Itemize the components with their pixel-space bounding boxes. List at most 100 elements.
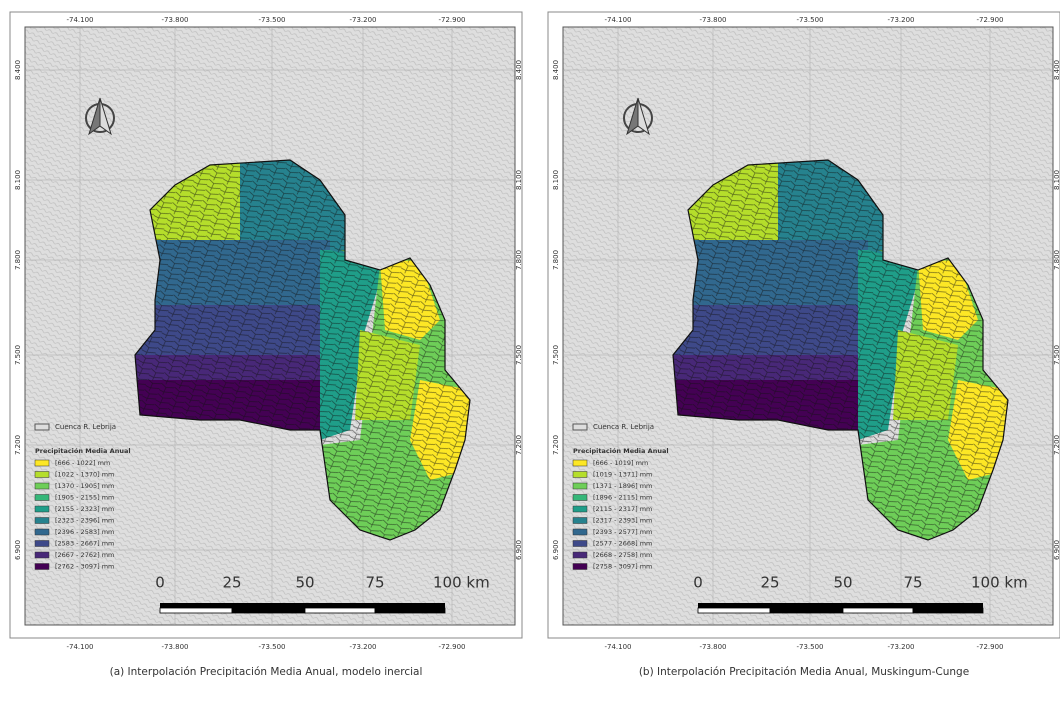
coord-label-right: 7.500: [1053, 345, 1060, 365]
scale-segment: [770, 603, 843, 608]
legend-label: [2323 - 2396] mm: [55, 517, 114, 525]
caption: (a) Interpolación Precipitación Media An…: [110, 666, 423, 678]
legend-swatch: [35, 483, 49, 489]
legend-label: [1370 - 1905] mm: [55, 482, 114, 490]
coord-label-right: 8.100: [1053, 170, 1060, 190]
scale-segment: [232, 608, 305, 613]
caption: (b) Interpolación Precipitación Media An…: [639, 666, 969, 678]
scale-label: 0: [155, 574, 165, 592]
legend-swatch: [573, 495, 587, 501]
legend-label: [2667 - 2762] mm: [55, 551, 114, 559]
coord-label-right: 7.200: [515, 435, 523, 455]
legend-swatch: [573, 518, 587, 524]
legend-label: [2396 - 2583] mm: [55, 528, 114, 536]
legend-swatch: [35, 564, 49, 570]
coord-label-left: 7.800: [552, 250, 560, 270]
coord-label-bottom: -73.800: [699, 643, 726, 651]
coord-label-right: 7.800: [515, 250, 523, 270]
scale-segment: [698, 603, 770, 608]
coord-label-bottom: -74.100: [604, 643, 631, 651]
scale-label: 75: [903, 574, 922, 592]
map-panel: -74.100-74.100-73.800-73.800-73.500-73.5…: [548, 12, 1060, 678]
legend-swatch: [35, 541, 49, 547]
coord-label-top: -72.900: [976, 16, 1003, 24]
legend-swatch: [35, 424, 49, 430]
legend-label: [2583 - 2667] mm: [55, 540, 114, 548]
coord-label-left: 6.900: [552, 540, 560, 560]
legend-label: [666 - 1019] mm: [593, 459, 648, 467]
legend-swatch: [35, 495, 49, 501]
legend-swatch: [573, 506, 587, 512]
legend-swatch: [573, 424, 587, 430]
legend-swatch: [35, 529, 49, 535]
legend-label: [666 - 1022] mm: [55, 459, 110, 467]
coord-label-bottom: -73.200: [349, 643, 376, 651]
coord-label-top: -73.500: [796, 16, 823, 24]
coord-label-right: 6.900: [515, 540, 523, 560]
coord-label-top: -74.100: [604, 16, 631, 24]
scale-segment: [698, 608, 770, 613]
legend-swatch: [35, 506, 49, 512]
coord-label-right: 7.500: [515, 345, 523, 365]
legend-label: [1371 - 1896] mm: [593, 482, 652, 490]
scale-label: 75: [365, 574, 384, 592]
legend-swatch: [573, 552, 587, 558]
scale-segment: [305, 608, 375, 613]
scale-segment: [160, 608, 232, 613]
coord-label-left: 7.200: [552, 435, 560, 455]
figure: -74.100 -74.100 -73.800 -73.800 -73.500 -73.5…: [0, 0, 1060, 698]
coord-label-right: 8.100: [515, 170, 523, 190]
coord-label-bottom: -73.500: [258, 643, 285, 651]
legend-basin: Cuenca R. Lebrija: [593, 423, 654, 431]
coord-label-top: -73.200: [349, 16, 376, 24]
coord-label-left: 7.500: [14, 345, 22, 365]
legend-swatch: [573, 564, 587, 570]
coord-label-top: -73.800: [161, 16, 188, 24]
legend-swatch: [35, 552, 49, 558]
legend-label: [2393 - 2577] mm: [593, 528, 652, 536]
legend-label: [2758 - 3097] mm: [593, 563, 652, 571]
legend-swatch: [573, 541, 587, 547]
coord-label-bottom: -72.900: [438, 643, 465, 651]
scale-segment: [843, 608, 913, 613]
legend-swatch: [573, 483, 587, 489]
map-panel: -74.100-74.100-73.800-73.800-73.500-73.5…: [10, 12, 523, 678]
coord-label-top: -73.200: [887, 16, 914, 24]
coord-label-left: 7.200: [14, 435, 22, 455]
coord-label-bottom: -73.500: [796, 643, 823, 651]
coord-label-top: -72.900: [438, 16, 465, 24]
coord-label-right: 6.900: [1053, 540, 1060, 560]
coord-label-left: 8.100: [552, 170, 560, 190]
coord-label-right: 8.400: [1053, 60, 1060, 80]
scale-label: 25: [760, 574, 779, 592]
legend-basin: Cuenca R. Lebrija: [55, 423, 116, 431]
coord-label-bottom: -73.200: [887, 643, 914, 651]
coord-label-left: 8.100: [14, 170, 22, 190]
coord-label-top: -73.500: [258, 16, 285, 24]
legend-label: [2317 - 2393] mm: [593, 517, 652, 525]
scale-segment: [913, 603, 983, 608]
coord-label-left: 8.400: [552, 60, 560, 80]
scale-segment: [375, 608, 445, 613]
scale-label: 100 km: [971, 574, 1028, 592]
scale-label: 0: [693, 574, 703, 592]
panels: -74.100 -74.100 -73.800 -73.800 -73.500 -73.5…: [10, 12, 1060, 678]
scale-segment: [232, 603, 305, 608]
legend-swatch: [35, 460, 49, 466]
legend-swatch: [573, 472, 587, 478]
coord-label-right: 7.800: [1053, 250, 1060, 270]
legend-label: [1896 - 2115] mm: [593, 494, 652, 502]
legend-swatch: [573, 529, 587, 535]
legend-label: [2668 - 2758] mm: [593, 551, 652, 559]
scale-segment: [770, 608, 843, 613]
legend-label: [1022 - 1370] mm: [55, 471, 114, 479]
coord-label-bottom: -73.800: [161, 643, 188, 651]
scale-label: 25: [222, 574, 241, 592]
scale-segment: [160, 603, 232, 608]
legend-label: [1019 - 1371] mm: [593, 471, 652, 479]
legend-title: Precipitación Media Anual: [35, 447, 131, 455]
legend-swatch: [35, 518, 49, 524]
scale-segment: [913, 608, 983, 613]
legend-label: [1905 - 2155] mm: [55, 494, 114, 502]
coord-label-left: 7.500: [552, 345, 560, 365]
